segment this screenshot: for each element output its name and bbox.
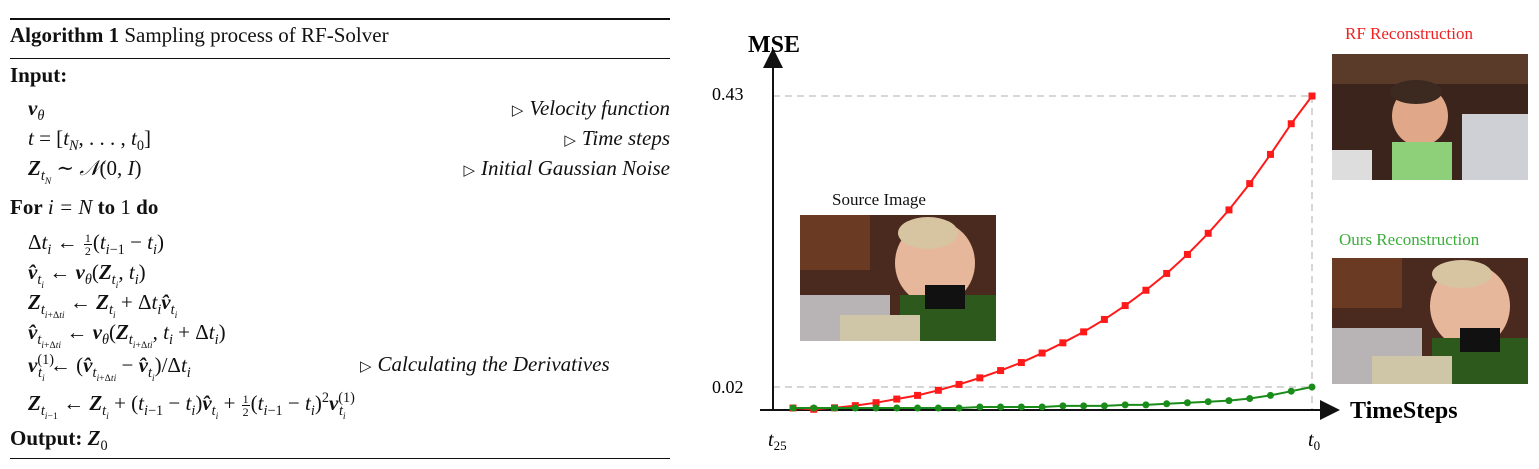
input-timesteps-comment: ▷ Time steps bbox=[564, 126, 670, 150]
ours-data-point bbox=[976, 403, 984, 411]
step-derivative: v(1)ti ← (v̂ti+Δti − v̂ti)/Δti bbox=[28, 352, 191, 385]
grid-lines bbox=[773, 95, 1313, 410]
source-image-caption: Source Image bbox=[832, 190, 926, 209]
ours-data-point bbox=[1100, 402, 1108, 410]
algorithm-title: Algorithm 1 Sampling process of RF-Solve… bbox=[10, 23, 389, 48]
rf-data-point bbox=[1059, 339, 1067, 347]
ours-reconstruction-caption: Ours Reconstruction bbox=[1339, 230, 1480, 249]
ours-data-point bbox=[1225, 397, 1233, 405]
series-line-ours bbox=[793, 386, 1313, 409]
step-midpoint: Zti+Δti ← Zti + Δtiv̂ti bbox=[28, 290, 178, 322]
rf-data-point bbox=[934, 386, 942, 394]
rf-data-point bbox=[914, 391, 922, 399]
ours-data-point bbox=[914, 404, 922, 412]
step-delta: Δti ← 1 2 (ti−1 − ti) bbox=[28, 230, 164, 259]
algorithm-box: Algorithm 1 Sampling process of RF-Solve… bbox=[10, 14, 670, 460]
x-tick-label-end: t0 bbox=[1308, 429, 1320, 453]
ours-data-point bbox=[851, 404, 859, 412]
rf-data-point bbox=[1287, 120, 1295, 128]
ours-data-point bbox=[1266, 391, 1274, 399]
rf-data-point bbox=[1308, 92, 1316, 100]
mse-figure: MSE TimeSteps 0.43 0.02 t25 t0 Source Im… bbox=[690, 0, 1539, 469]
ours-data-point bbox=[997, 403, 1005, 411]
x-axis-label: TimeSteps bbox=[1350, 398, 1458, 424]
rf-data-point bbox=[1017, 359, 1025, 367]
step-update: Zti−1 ← Zti + (ti−1 − ti)v̂ti + 1 2 (ti−1 … bbox=[28, 390, 355, 423]
rf-data-point bbox=[1183, 250, 1191, 258]
algorithm-name: Sampling process of RF-Solver bbox=[124, 23, 389, 47]
rf-data-point bbox=[976, 374, 984, 382]
ours-data-point bbox=[955, 404, 963, 412]
y-tick-label-low: 0.02 bbox=[712, 377, 744, 397]
rf-data-point bbox=[1266, 150, 1274, 158]
triangle-icon: ▷ bbox=[360, 359, 372, 375]
rf-data-point bbox=[1100, 315, 1108, 323]
ours-reconstruction-image bbox=[1332, 258, 1528, 384]
triangle-icon: ▷ bbox=[463, 163, 475, 179]
ours-data-point bbox=[831, 404, 839, 412]
ours-data-point bbox=[1038, 403, 1046, 411]
step-velocity-midpoint: v̂ti+Δti ← vθ(Zti+Δti, ti + Δti) bbox=[28, 320, 226, 352]
ours-data-point bbox=[1017, 403, 1025, 411]
rf-data-point bbox=[1121, 302, 1129, 310]
ours-data-point bbox=[1287, 387, 1295, 395]
ours-data-point bbox=[893, 404, 901, 412]
ours-data-point bbox=[934, 404, 942, 412]
rf-data-point bbox=[1225, 206, 1233, 214]
rf-data-point bbox=[1038, 349, 1046, 357]
input-velocity-comment: ▷ Velocity function bbox=[511, 96, 670, 120]
rf-reconstruction-image bbox=[1332, 54, 1528, 180]
ours-data-point bbox=[1163, 400, 1171, 408]
for-loop-header: For i = N to 1 do bbox=[10, 195, 159, 219]
ours-data-point bbox=[810, 404, 818, 412]
rf-data-point bbox=[872, 399, 880, 407]
mse-chart: MSE TimeSteps 0.43 0.02 t25 t0 bbox=[712, 32, 1458, 453]
ours-data-point bbox=[1121, 401, 1129, 409]
rf-data-point bbox=[1080, 328, 1088, 336]
bottom-rule bbox=[10, 458, 670, 459]
y-axis-label: MSE bbox=[748, 32, 800, 58]
step-velocity: v̂ti ← vθ(Zti, ti) bbox=[28, 260, 146, 292]
input-noise-comment: ▷ Initial Gaussian Noise bbox=[463, 156, 670, 180]
input-noise-math: ZtN ∼ 𝒩(0, I) bbox=[28, 156, 142, 188]
ours-data-point bbox=[872, 404, 880, 412]
ours-data-point bbox=[1059, 402, 1067, 410]
rf-data-point bbox=[1142, 286, 1150, 294]
ours-data-point bbox=[789, 404, 797, 412]
rf-data-point bbox=[955, 380, 963, 388]
top-rule bbox=[10, 18, 670, 20]
input-timesteps-math: t = [tN, . . . , t0] bbox=[28, 126, 152, 155]
y-tick-label-high: 0.43 bbox=[712, 84, 744, 104]
input-label: Input: bbox=[10, 63, 68, 87]
rf-data-point bbox=[997, 367, 1005, 375]
ours-data-point bbox=[1183, 399, 1191, 407]
ours-data-point bbox=[1080, 402, 1088, 410]
x-tick-label-start: t25 bbox=[768, 429, 787, 453]
rf-data-point bbox=[1163, 269, 1171, 277]
triangle-icon: ▷ bbox=[564, 133, 576, 149]
rf-data-point bbox=[1204, 229, 1212, 237]
ours-data-point bbox=[1246, 395, 1254, 403]
ours-data-point bbox=[1204, 398, 1212, 406]
derivative-comment: ▷ Calculating the Derivatives bbox=[360, 352, 610, 376]
input-velocity-math: vθ bbox=[28, 96, 45, 125]
algorithm-number: Algorithm 1 bbox=[10, 23, 120, 47]
title-rule bbox=[10, 58, 670, 59]
rf-data-point bbox=[1246, 180, 1254, 188]
triangle-icon: ▷ bbox=[511, 103, 524, 119]
output-line: Output: Z0 bbox=[10, 426, 108, 455]
source-image bbox=[800, 215, 996, 341]
ours-data-point bbox=[1308, 383, 1316, 391]
series-layer bbox=[789, 92, 1316, 413]
rf-reconstruction-caption: RF Reconstruction bbox=[1345, 24, 1473, 43]
ours-data-point bbox=[1142, 401, 1150, 409]
rf-data-point bbox=[893, 395, 901, 403]
